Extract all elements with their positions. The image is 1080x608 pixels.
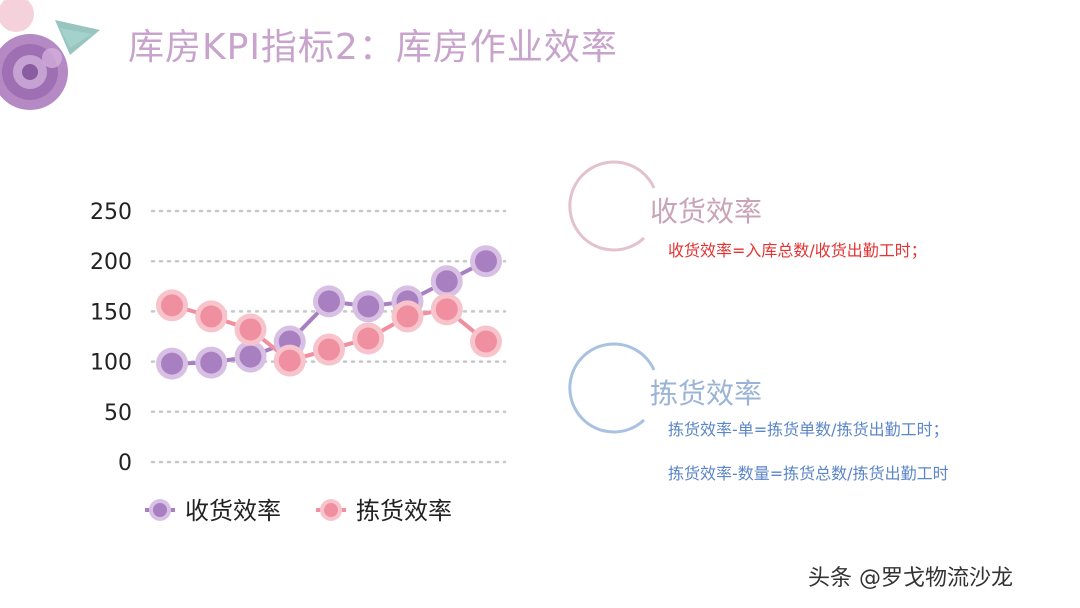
flower-decoration-icon — [0, 0, 100, 110]
data-point — [156, 289, 188, 322]
watermark: 头条 @罗戈物流沙龙 — [808, 566, 1013, 591]
page-title: 库房KPI指标2：库房作业效率 — [128, 27, 618, 68]
receive-efficiency-formula: 收货效率=入库总数/收货出勤工时； — [668, 241, 927, 260]
y-tick-label: 0 — [118, 451, 132, 476]
data-point — [313, 333, 345, 366]
y-tick-label: 250 — [90, 200, 132, 225]
pick-efficiency-title: 拣货效率 — [650, 377, 763, 410]
data-point — [313, 285, 345, 318]
receive-efficiency-title: 收货效率 — [650, 195, 763, 228]
y-tick-label: 200 — [90, 250, 132, 275]
data-point — [430, 293, 463, 326]
y-tick-label: 50 — [104, 401, 132, 426]
data-point — [391, 300, 424, 333]
legend-item: 拣货效率 — [316, 497, 452, 525]
data-point — [470, 245, 502, 278]
pick-efficiency-order-formula: 拣货效率-单=拣货单数/拣货出勤工时； — [668, 420, 949, 439]
data-point — [352, 322, 385, 355]
data-point — [156, 347, 188, 380]
legend-item: 收货效率 — [145, 497, 281, 525]
data-point — [273, 344, 306, 377]
legend-label: 拣货效率 — [356, 497, 452, 525]
data-point — [352, 290, 385, 323]
y-tick-label: 150 — [90, 300, 132, 325]
data-point — [470, 325, 502, 358]
data-point — [234, 313, 267, 346]
data-point — [195, 346, 228, 379]
data-point — [234, 340, 267, 373]
y-tick-label: 100 — [90, 351, 132, 376]
data-point — [195, 300, 228, 333]
pick-efficiency-quantity-formula: 拣货效率-数量=拣货总数/拣货出勤工时 — [668, 464, 949, 483]
legend-label: 收货效率 — [185, 497, 281, 525]
data-point — [430, 265, 463, 298]
